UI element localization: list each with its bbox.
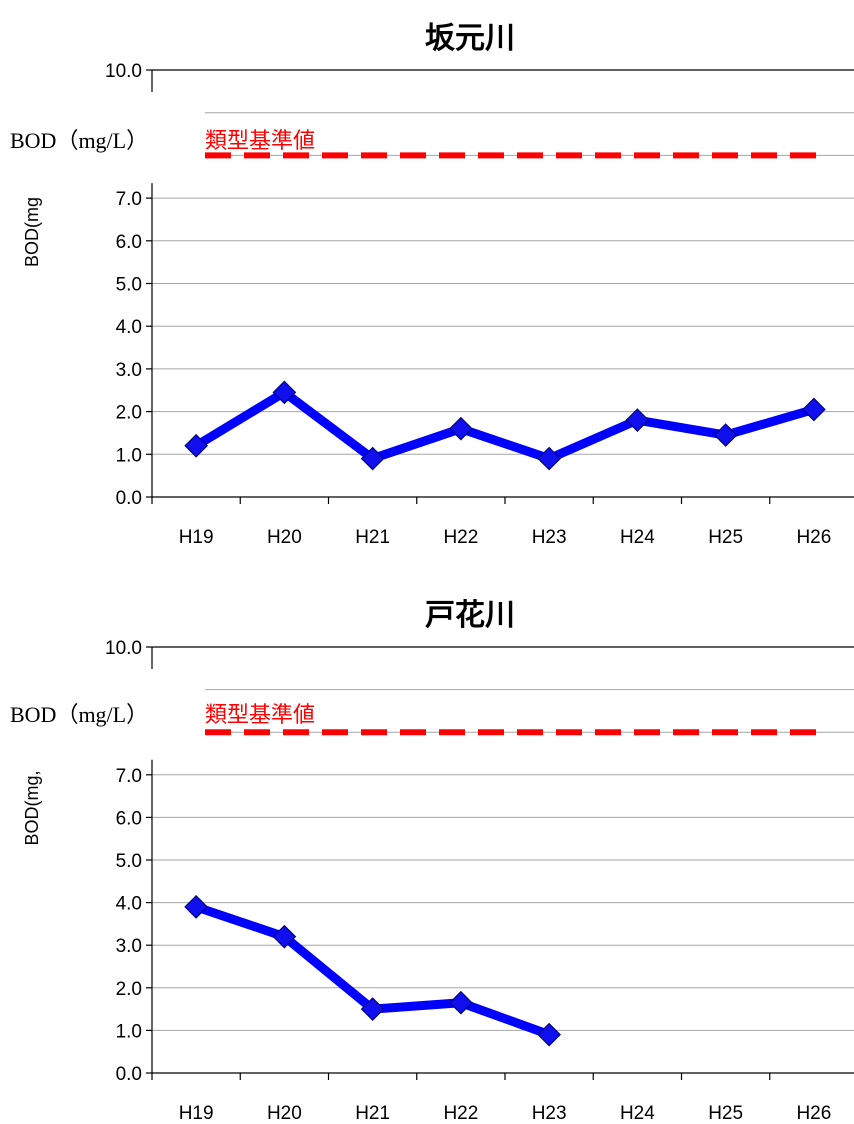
- chart-title: 戸花川: [425, 598, 515, 633]
- y-tick-label: 10.0: [105, 638, 142, 659]
- y-tick-label: 2.0: [116, 403, 142, 424]
- y-tick-label: 2.0: [116, 979, 142, 1000]
- y-tick-label: 3.0: [116, 936, 142, 957]
- x-tick-label: H24: [620, 527, 655, 548]
- series-line: [191, 387, 819, 464]
- annotation-label: BOD（mg/L）: [10, 128, 148, 153]
- x-tick-label: H23: [532, 527, 567, 548]
- data-point: [272, 380, 297, 405]
- x-tick-label: H19: [179, 1103, 214, 1124]
- x-tick-label: H22: [443, 1103, 478, 1124]
- data-point: [537, 446, 561, 471]
- data-point: [360, 446, 385, 471]
- y-tick-label: 10.0: [105, 61, 142, 82]
- data-point: [184, 433, 208, 458]
- x-tick-label: H25: [708, 1103, 743, 1124]
- x-tick-label: H22: [443, 527, 478, 548]
- annotation-label: BOD（mg/L）: [10, 702, 148, 727]
- y-tick-label: 6.0: [116, 808, 142, 829]
- x-tick-label: H21: [355, 527, 390, 548]
- x-tick-label: H26: [796, 527, 831, 548]
- x-tick-label: H23: [532, 1103, 567, 1124]
- data-point: [449, 416, 473, 441]
- y-tick-label: 7.0: [116, 189, 142, 210]
- x-tick-label: H26: [796, 1103, 831, 1124]
- y-tick-label: 6.0: [116, 232, 142, 253]
- y-tick-label: 0.0: [116, 488, 142, 509]
- x-tick-label: H20: [267, 1103, 302, 1124]
- x-tick-label: H25: [708, 527, 743, 548]
- standard-label: 類型基準値: [205, 703, 315, 728]
- x-tick-label: H24: [620, 1103, 655, 1124]
- y-axis-label: BOD(mg: [22, 197, 42, 267]
- y-tick-label: 1.0: [116, 445, 142, 466]
- data-point: [537, 1022, 561, 1047]
- chart-2: 戸花川 0.0 1.0 2.0 3.0 4.0 5.0 6.0 7.0 10.0 H19 H20 H21…: [10, 598, 854, 1124]
- y-tick-label: 4.0: [116, 317, 142, 338]
- y-tick-label: 5.0: [116, 275, 142, 296]
- x-tick-label: H20: [267, 527, 302, 548]
- data-point: [449, 990, 473, 1015]
- chart-1: 坂元川 0.0 1.0 2.0 3.0 4.0 5.0 6.0 7.0 10.0 H19 H20 H21…: [10, 21, 854, 548]
- y-tick-label: 7.0: [116, 766, 142, 787]
- standard-label: 類型基準値: [205, 129, 315, 154]
- data-point: [272, 924, 297, 949]
- x-tick-label: H21: [355, 1103, 390, 1124]
- data-point: [713, 423, 738, 447]
- x-tick-label: H19: [179, 527, 214, 548]
- y-tick-label: 4.0: [116, 894, 142, 915]
- chart-title: 坂元川: [425, 21, 515, 56]
- data-point: [625, 408, 650, 432]
- data-point: [360, 997, 385, 1021]
- y-tick-label: 0.0: [116, 1064, 142, 1085]
- y-tick-label: 3.0: [116, 360, 142, 381]
- data-point: [184, 895, 208, 919]
- y-tick-label: 5.0: [116, 851, 142, 872]
- y-tick-label: 1.0: [116, 1021, 142, 1042]
- data-point: [802, 397, 826, 422]
- y-axis-label: BOD(mg,: [22, 770, 42, 845]
